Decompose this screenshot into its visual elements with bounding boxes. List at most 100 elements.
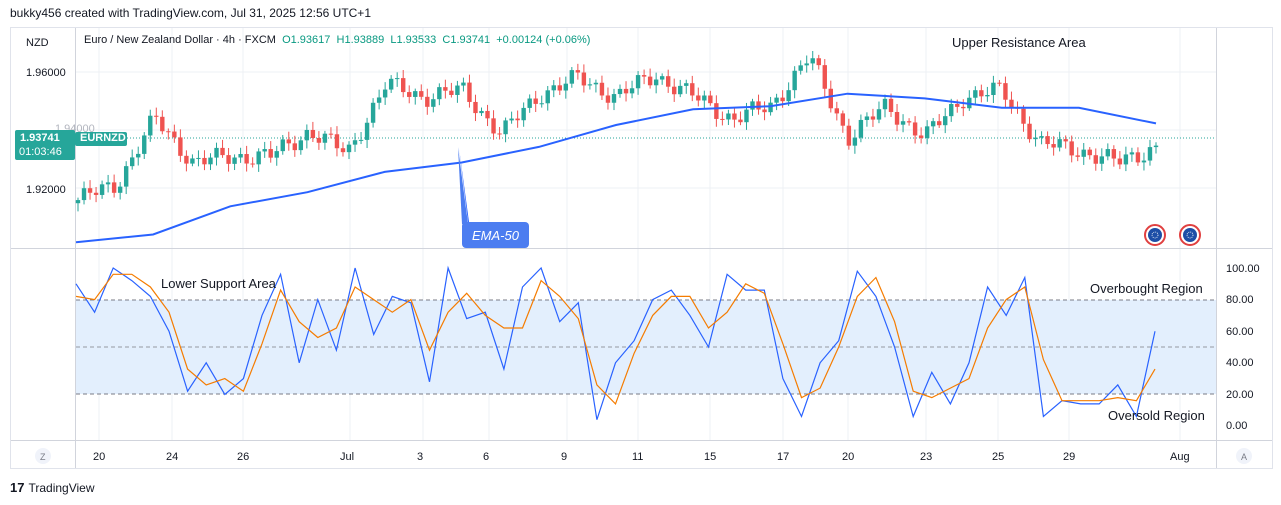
- time-axis-label: Jul: [340, 451, 354, 463]
- candle: [894, 111, 900, 125]
- candle: [924, 126, 930, 139]
- candle: [991, 82, 996, 96]
- candle: [298, 140, 304, 151]
- candle: [822, 65, 827, 89]
- candle: [1111, 149, 1117, 159]
- candle: [1051, 144, 1056, 148]
- candle: [160, 116, 165, 132]
- ema50-line: [75, 92, 1157, 244]
- candle: [485, 110, 490, 119]
- current-price: 1.93741: [20, 132, 60, 144]
- candle: [726, 113, 731, 120]
- ohlc-change: +0.00124 (+0.06%): [496, 34, 591, 46]
- candle: [864, 116, 870, 120]
- candle: [545, 90, 550, 104]
- candle: [780, 97, 785, 102]
- candle: [539, 103, 544, 105]
- candle: [888, 98, 894, 112]
- candle: [840, 113, 846, 126]
- candle: [575, 70, 581, 73]
- candle: [117, 186, 123, 193]
- candle: [961, 106, 966, 109]
- candle: [798, 65, 803, 71]
- candle: [714, 103, 719, 119]
- candle: [202, 157, 207, 165]
- candle: [455, 85, 460, 95]
- candle: [858, 119, 864, 138]
- ema-callout-arrow: [458, 147, 468, 224]
- candle: [491, 118, 496, 134]
- candle: [376, 97, 382, 103]
- candle: [684, 83, 689, 86]
- candle: [581, 72, 587, 86]
- candle: [413, 91, 418, 97]
- candle: [184, 155, 189, 164]
- candle: [1105, 149, 1111, 157]
- candle: [852, 137, 858, 146]
- candle: [190, 158, 195, 164]
- candle: [425, 96, 430, 107]
- candle: [810, 58, 815, 64]
- candle: [533, 98, 538, 104]
- candle: [623, 88, 629, 94]
- candle: [1129, 152, 1135, 155]
- time-axis-label: 29: [1063, 451, 1075, 463]
- candle: [834, 108, 840, 114]
- candle: [479, 110, 484, 114]
- candle: [1087, 149, 1092, 156]
- event-flag-icon[interactable]: [1179, 224, 1201, 246]
- candle: [256, 151, 261, 165]
- candle: [690, 83, 695, 96]
- candle: [551, 85, 556, 91]
- candle: [232, 157, 237, 164]
- candle: [1117, 158, 1123, 165]
- candle: [130, 157, 135, 167]
- candle: [208, 157, 213, 165]
- candle: [328, 133, 334, 135]
- candle: [647, 76, 653, 86]
- auto-scale-z-button[interactable]: Z: [35, 448, 51, 464]
- auto-scale-a-button[interactable]: A: [1236, 448, 1252, 464]
- candle: [340, 148, 346, 153]
- time-axis-label: 20: [842, 451, 854, 463]
- currency-label: NZD: [26, 37, 49, 49]
- candle: [99, 184, 105, 195]
- candle: [943, 116, 948, 126]
- candle: [587, 84, 593, 86]
- candle: [521, 107, 526, 121]
- candle: [973, 90, 978, 98]
- time-axis-label: 15: [704, 451, 716, 463]
- osc-axis-label: 0.00: [1226, 420, 1247, 432]
- candle: [882, 98, 888, 110]
- candle: [93, 192, 99, 195]
- price-axis-label: 1.96000: [26, 67, 66, 79]
- ema-callout-box: [462, 222, 529, 248]
- candle: [708, 95, 713, 104]
- candle: [214, 147, 219, 158]
- event-flag-icon[interactable]: [1144, 224, 1166, 246]
- candle: [75, 200, 81, 204]
- ema-callout-label: EMA-50: [472, 228, 520, 243]
- candle: [1009, 99, 1014, 108]
- ohlc-high: H1.93889: [336, 34, 385, 46]
- candle: [979, 90, 984, 97]
- time-axis-label: 25: [992, 451, 1004, 463]
- candle: [172, 131, 177, 138]
- candle: [388, 78, 394, 90]
- candle: [936, 121, 942, 126]
- candle: [166, 131, 171, 133]
- footer-brand[interactable]: 17 TradingView: [10, 480, 95, 495]
- candle: [148, 115, 153, 136]
- candle: [1069, 141, 1074, 156]
- candle: [1027, 123, 1032, 140]
- candle: [449, 90, 454, 95]
- chart-frame: [10, 27, 1273, 469]
- candle: [870, 116, 876, 120]
- candle: [280, 139, 285, 152]
- candle: [563, 83, 569, 91]
- candle: [268, 149, 273, 158]
- candle: [569, 70, 575, 84]
- candle: [292, 143, 298, 151]
- candle: [196, 157, 201, 159]
